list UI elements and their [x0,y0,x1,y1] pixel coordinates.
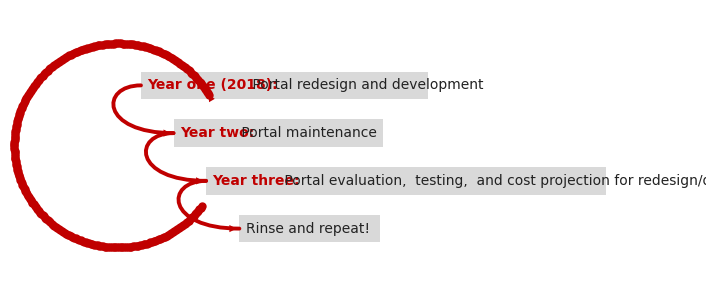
Text: Portal redesign and development: Portal redesign and development [249,78,484,92]
Text: Portal evaluation,  testing,  and cost projection for redesign/development: Portal evaluation, testing, and cost pro… [280,174,706,188]
Text: Year three:: Year three: [213,174,300,188]
FancyBboxPatch shape [239,215,381,242]
FancyBboxPatch shape [174,119,383,147]
Text: Portal maintenance: Portal maintenance [237,126,377,140]
Text: Year two:: Year two: [180,126,254,140]
FancyBboxPatch shape [141,71,428,99]
Text: Year one (2018):: Year one (2018): [147,78,277,92]
Text: Rinse and repeat!: Rinse and repeat! [246,221,369,236]
FancyBboxPatch shape [206,167,606,195]
